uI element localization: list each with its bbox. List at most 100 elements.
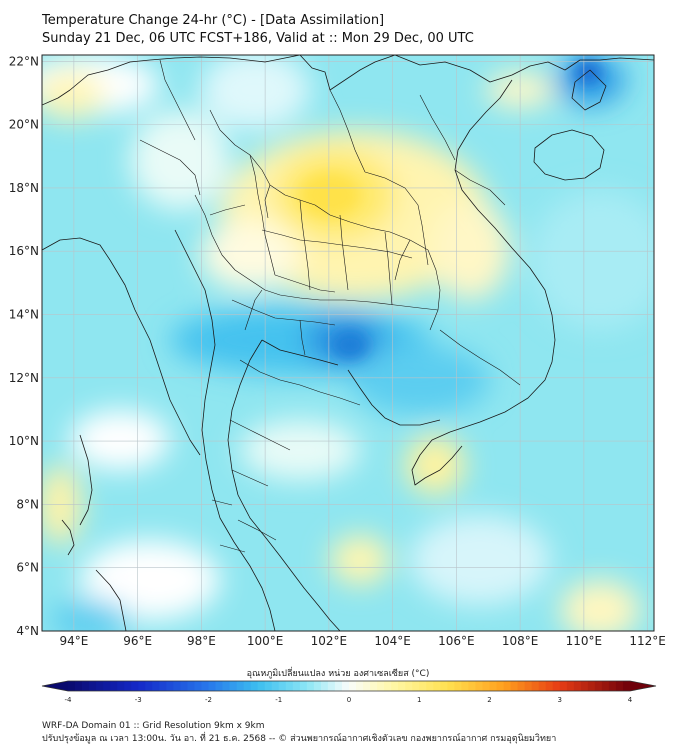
colorbar-tick-label: 4 [628,696,633,704]
longitude-tick-label: 112°E [629,634,666,648]
colorbar-cell [159,681,167,691]
longitude-tick-label: 110°E [566,634,603,648]
colorbar-cell [117,681,125,691]
colorbar-cell [370,681,378,691]
colorbar-cell [320,681,329,691]
colorbar-min-extend [42,681,68,691]
colorbar-cell [391,681,399,691]
colorbar-cell [482,681,490,691]
colorbar-cell [306,681,315,691]
colorbar-cell [510,681,518,691]
colorbar-cell [398,681,406,691]
colorbar-cell [503,681,511,691]
latitude-tick-label: 14°N [9,308,39,322]
footer-credit: ปรับปรุงข้อมูล ณ เวลา 13:00น. วัน อา. ที… [42,734,557,744]
colorbar-cell [68,681,76,691]
coastlines [42,55,654,631]
colorbar-tick-labels: -4 -3 -2 -1 0 1 2 3 4 [65,696,633,704]
colorbar-cell [243,681,252,691]
colorbar-cell [426,681,434,691]
colorbar-cell [559,681,568,691]
colorbar-cell [103,681,111,691]
colorbar-tick-label: -3 [135,696,142,704]
colorbar-cell [622,681,631,691]
colorbar-cell [608,681,617,691]
colorbar-cell [194,681,202,691]
colorbar-tick-label: 1 [417,696,421,704]
map-frame [41,54,655,632]
colorbar-cell [538,681,547,691]
latitude-tick-label: 6°N [16,561,39,575]
colorbar-cell [89,681,97,691]
colorbar-cell [594,681,603,691]
colorbar-cell [377,681,385,691]
colorbar-cell [327,681,336,691]
colorbar-cell [496,681,504,691]
longitude-tick-label: 96°E [123,634,152,648]
latitude-tick-labels: 22°N 20°N 18°N 16°N 14°N 12°N 10°N 8°N 6°N 4°N [9,54,39,638]
colorbar-cell [152,681,160,691]
colorbar-cell [271,681,280,691]
map-figure: 94°E 96°E 98°E 100°E 102°E 104°E 106°E 108°E 110… [9,54,666,648]
colorbar-cell [257,681,266,691]
colorbar-cell [82,681,90,691]
colorbar-cell [110,681,118,691]
longitude-tick-label: 104°E [374,634,411,648]
colorbar-cell [341,681,350,691]
longitude-tick-labels: 94°E 96°E 98°E 100°E 102°E 104°E 106°E 108°E 110… [59,634,665,648]
colorbar-cell [215,681,223,691]
colorbar-cell [222,681,230,691]
colorbar-cell [187,681,195,691]
colorbar-cell [292,681,301,691]
colorbar-cell [264,681,273,691]
colorbar-cell [124,681,132,691]
colorbar-cell [517,681,526,691]
colorbar-cell [580,681,589,691]
colorbar-cell [145,681,153,691]
colorbar-cell [552,681,561,691]
colorbar-cell [356,681,364,691]
colorbar: -4 -3 -2 -1 0 1 2 3 4 [41,680,657,704]
colorbar-cell [433,681,441,691]
colorbar-cell [96,681,104,691]
colorbar-cell [587,681,596,691]
colorbar-cell [299,681,308,691]
graticule [42,55,654,631]
field-blobs-core [300,60,602,359]
colorbar-cell [566,681,575,691]
map-plot-area [42,55,654,631]
admin-borders [139,59,521,553]
colorbar-max-extend [630,681,656,691]
colorbar-cell [601,681,610,691]
colorbar-tick-label: -4 [65,696,73,704]
colorbar-cell [468,681,476,691]
colorbar-cell [489,681,497,691]
colorbar-cell [138,681,146,691]
page-subtitle: Sunday 21 Dec, 06 UTC FCST+186, Valid at… [42,31,474,46]
footer-model-info: WRF-DA Domain 01 :: Grid Resolution 9km … [42,721,265,731]
longitude-tick-label: 94°E [59,634,88,648]
colorbar-cell [363,681,371,691]
longitude-tick-label: 106°E [438,634,475,648]
colorbar-cell [524,681,533,691]
latitude-tick-label: 20°N [9,118,39,132]
colorbar-cell [278,681,287,691]
colorbar-cell [531,681,540,691]
latitude-tick-label: 12°N [9,371,39,385]
colorbar-tick-label: -2 [205,696,212,704]
colorbar-cell [440,681,448,691]
colorbar-cell [405,681,413,691]
colorbar-outline [41,680,657,692]
colorbar-tick-label: 3 [558,696,562,704]
colorbar-cells [41,680,657,692]
page-title: Temperature Change 24-hr (°C) - [Data As… [42,13,385,28]
colorbar-cell [166,681,174,691]
colorbar-tick-label: 2 [487,696,491,704]
colorbar-tick-label: 0 [347,696,351,704]
colorbar-cell [313,681,322,691]
footer: WRF-DA Domain 01 :: Grid Resolution 9km … [42,720,556,746]
latitude-tick-label: 8°N [16,497,39,511]
colorbar-cell [173,681,181,691]
latitude-tick-label: 22°N [9,54,39,68]
longitude-tick-label: 98°E [187,634,216,648]
